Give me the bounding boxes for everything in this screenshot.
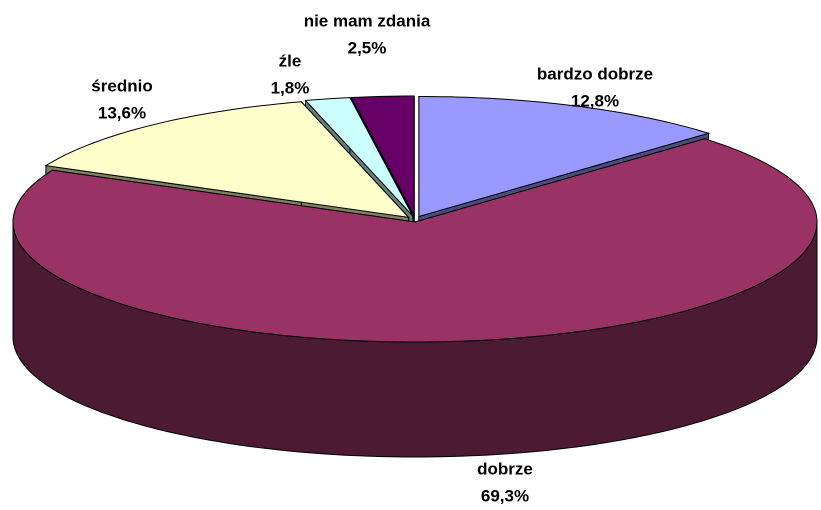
slice-label: średnio [91,76,152,95]
slice [304,97,414,217]
value-label: 2,5% [348,38,387,57]
slice-label: źle [279,51,302,70]
value-label: 69,3% [481,486,529,505]
slice [418,96,711,218]
value-label: 12,8% [571,91,619,110]
slice-label: bardzo dobrze [537,64,653,83]
slice [350,95,415,217]
slice-label: dobrze [477,459,533,478]
slice [44,101,410,219]
slice [12,138,818,343]
value-label: 13,6% [98,103,146,122]
slice-label: nie mam zdania [304,11,431,30]
value-label: 1,8% [271,78,310,97]
